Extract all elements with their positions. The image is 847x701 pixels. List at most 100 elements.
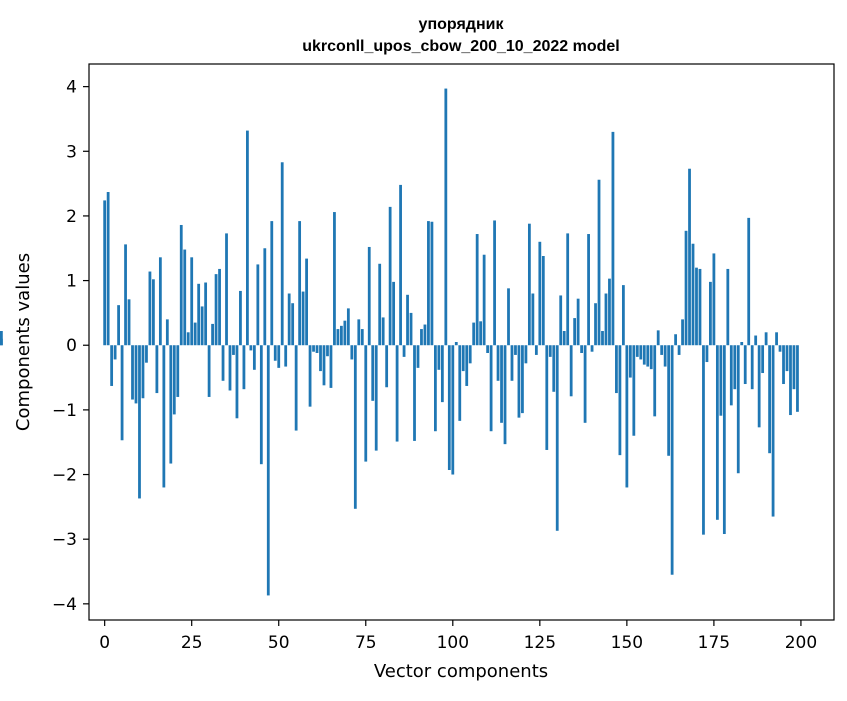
bar-103 [461,345,465,372]
bar-182 [736,345,740,474]
bar-142 [597,179,601,346]
bar-33 [218,268,221,346]
chart-title-line-1: упорядник [419,16,505,33]
bar-30 [207,345,211,397]
bar-18 [165,319,169,346]
bar-144 [604,293,608,346]
bar-46 [263,248,267,346]
bar-38 [235,345,239,419]
bar-4 [117,305,120,346]
bar-105 [468,345,472,364]
bar-83 [392,281,396,346]
bar-16 [158,257,162,346]
bar-172 [702,345,705,535]
bar-167 [684,230,688,346]
bar-111 [489,345,493,432]
bar-82 [388,206,392,346]
bar-106 [472,322,476,346]
bar-107 [475,234,479,346]
bar-104 [465,345,469,386]
bar-95 [434,345,437,432]
bar-60 [312,345,315,352]
bar-75 [364,345,368,462]
x-tick-label: 175 [698,633,730,653]
bar-100 [451,345,455,475]
bar-81 [385,345,389,388]
bar-96 [437,345,441,370]
bar-24 [186,332,190,346]
bar-70 [346,308,350,346]
bar-40 [242,345,246,390]
bar-90 [416,345,420,368]
bar-20 [172,345,176,415]
bar-57 [301,291,305,346]
bar-115 [503,345,507,445]
bar-48 [270,221,274,346]
bar-134 [569,345,573,397]
x-tick-label: 75 [355,633,377,653]
bar-3 [113,345,117,360]
bar-72 [353,345,357,509]
bar-15 [155,345,159,394]
bar-123 [531,293,535,346]
bar-17 [162,345,166,488]
bar-28 [200,306,204,346]
bar-194 [778,345,782,352]
bar-9 [134,345,138,404]
bar-19 [169,345,173,464]
bar-166 [681,319,684,346]
bar-183 [740,342,744,346]
bar-127 [545,345,549,450]
plot-frame [88,63,835,621]
bar-99 [447,345,451,471]
bar-108 [479,321,483,346]
bar-195 [782,345,785,385]
bar-67 [336,329,340,346]
bar-147 [615,345,618,394]
bar-7 [127,299,131,346]
bar-11 [141,345,145,399]
bar-162 [667,345,671,456]
bar-10 [138,345,141,499]
bar-109 [482,254,486,346]
bar-50 [277,345,281,368]
bar-0 [103,200,107,346]
bar-114 [500,345,503,423]
bar-43 [252,345,256,370]
bar-91 [420,329,423,346]
bar-68 [340,325,343,346]
bar-145 [608,278,611,346]
x-tick-label: 0 [99,633,110,653]
x-tick-label: 100 [437,633,469,653]
chart-title-line-2: ukrconll_upos_cbow_200_10_2022 model [302,38,619,55]
bar-23 [183,249,187,346]
bar-34 [221,345,225,381]
bar-191 [768,345,771,454]
bar-42 [249,345,253,351]
bar-92 [423,324,427,346]
bar-199 [796,345,799,412]
bar-65 [329,345,333,388]
bar-85 [399,184,402,346]
bar-180 [729,345,733,406]
bar-125 [538,241,542,346]
bar-39 [239,290,242,346]
bar-5 [120,345,124,441]
bar-121 [524,345,528,364]
bar-1 [106,192,110,346]
bar-59 [308,345,312,407]
bar-158 [653,345,657,417]
bar-163 [670,345,674,575]
bar-63 [322,345,326,386]
bar-126 [541,256,545,346]
bar-27 [197,283,201,346]
bar-74 [360,329,364,346]
bar-176 [715,345,719,520]
bar-53 [287,293,291,346]
bar-61 [315,345,319,353]
bar-84 [395,345,399,442]
y-tick-label: 1 [66,272,77,292]
bar-185 [747,217,751,346]
bar-37 [232,345,235,355]
